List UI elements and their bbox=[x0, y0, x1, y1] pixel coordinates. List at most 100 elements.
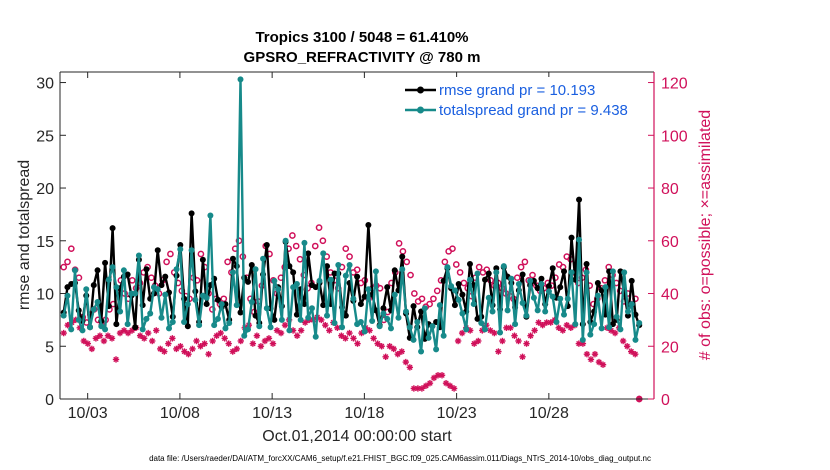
spread-point bbox=[410, 336, 417, 343]
rmse-point bbox=[399, 253, 406, 260]
possible-obs-point bbox=[67, 245, 75, 253]
rmse-point bbox=[624, 312, 631, 319]
rmse-point bbox=[534, 285, 541, 292]
spread-point bbox=[508, 275, 515, 282]
spread-point bbox=[286, 327, 293, 334]
spread-point bbox=[207, 212, 214, 219]
possible-obs-point bbox=[395, 240, 403, 247]
y-right-tick-label: 80 bbox=[661, 181, 679, 198]
spread-point bbox=[542, 308, 549, 315]
spread-point bbox=[606, 324, 613, 331]
assimilated-obs-point bbox=[185, 350, 192, 358]
rmse-point bbox=[109, 225, 116, 232]
spread-point bbox=[384, 315, 391, 322]
possible-obs-point bbox=[208, 305, 216, 313]
spread-point bbox=[237, 76, 244, 83]
rmse-point bbox=[158, 282, 165, 289]
rmse-point bbox=[466, 260, 473, 267]
assimilated-obs-point bbox=[346, 329, 353, 337]
rmse-point bbox=[557, 284, 564, 291]
y-right-tick-label: 20 bbox=[661, 339, 679, 356]
assimilated-obs-point bbox=[64, 321, 71, 329]
assimilated-obs-point bbox=[209, 337, 216, 345]
assimilated-obs-point bbox=[438, 372, 446, 379]
spread-point bbox=[181, 318, 188, 325]
spread-point bbox=[316, 277, 323, 284]
assimilated-obs-point bbox=[177, 343, 184, 350]
spread-point bbox=[90, 306, 97, 313]
spread-point bbox=[512, 321, 519, 328]
rmse-point bbox=[248, 262, 255, 269]
spread-point bbox=[312, 333, 319, 340]
assimilated-obs-point bbox=[454, 337, 462, 345]
assimilated-obs-point bbox=[446, 382, 454, 390]
possible-obs-point bbox=[441, 258, 449, 266]
assimilated-obs-point bbox=[197, 343, 204, 350]
spread-point bbox=[218, 301, 225, 308]
assimilated-obs-point bbox=[599, 361, 607, 368]
assimilated-obs-point bbox=[145, 329, 152, 337]
spread-point bbox=[117, 308, 124, 315]
assimilated-obs-point bbox=[426, 379, 434, 387]
spread-point bbox=[399, 266, 406, 273]
assimilated-obs-point bbox=[92, 335, 100, 342]
assimilated-obs-point bbox=[173, 345, 180, 353]
spread-point bbox=[94, 298, 101, 305]
legend-rmse-marker bbox=[417, 86, 424, 94]
rmse-point bbox=[561, 268, 568, 275]
spread-point bbox=[196, 322, 203, 329]
assimilated-obs-point bbox=[619, 337, 627, 345]
x-tick-label: 10/13 bbox=[252, 405, 292, 422]
spread-point bbox=[429, 323, 436, 330]
assimilated-obs-point bbox=[632, 350, 639, 358]
y-right-tick-label: 0 bbox=[661, 392, 670, 409]
assimilated-obs-point bbox=[269, 340, 277, 347]
spread-point bbox=[282, 237, 289, 244]
spread-point bbox=[561, 311, 568, 318]
assimilated-obs-point bbox=[112, 356, 120, 363]
possible-obs-point bbox=[64, 258, 71, 266]
assimilated-obs-point bbox=[366, 327, 373, 334]
spread-point bbox=[425, 334, 432, 341]
assimilated-obs-point bbox=[406, 364, 414, 371]
assimilated-obs-point bbox=[277, 329, 285, 337]
assimilated-obs-point bbox=[297, 327, 305, 334]
x-tick-label: 10/03 bbox=[68, 405, 108, 422]
spread-point bbox=[87, 324, 94, 331]
assimilated-obs-point bbox=[293, 332, 301, 339]
spread-point bbox=[229, 269, 236, 276]
assimilated-obs-point bbox=[229, 348, 236, 355]
rmse-point bbox=[568, 234, 575, 241]
possible-obs-point bbox=[452, 261, 460, 268]
spread-point bbox=[395, 314, 402, 321]
possible-obs-point bbox=[521, 258, 529, 266]
spread-point bbox=[166, 325, 173, 332]
spread-point bbox=[68, 326, 75, 333]
assimilated-obs-point bbox=[157, 345, 164, 353]
spread-point bbox=[135, 252, 142, 259]
assimilated-obs-point bbox=[535, 319, 542, 326]
spread-point bbox=[184, 301, 191, 308]
assimilated-obs-point bbox=[555, 324, 562, 331]
spread-point bbox=[324, 312, 331, 319]
assimilated-obs-point bbox=[370, 335, 377, 342]
spread-point bbox=[530, 294, 537, 301]
assimilated-obs-point bbox=[378, 343, 385, 350]
assimilated-obs-point bbox=[265, 335, 273, 342]
rmse-point bbox=[455, 281, 462, 288]
legend-spread-label: totalspread grand pr = 9.438 bbox=[439, 102, 628, 119]
rmse-point bbox=[271, 316, 278, 323]
possible-obs-point bbox=[311, 242, 319, 250]
y-right-tick-label: 40 bbox=[661, 287, 679, 304]
spread-point bbox=[305, 314, 312, 321]
spread-point bbox=[214, 315, 221, 322]
assimilated-obs-point bbox=[591, 350, 599, 358]
rmse-point bbox=[263, 241, 270, 248]
rmse-point bbox=[154, 247, 161, 254]
y-axis-left-label: rmse and totalspread bbox=[16, 160, 33, 310]
spread-point bbox=[448, 283, 455, 290]
assimilated-obs-point bbox=[281, 321, 289, 329]
assimilated-obs-point bbox=[80, 337, 88, 345]
spread-point bbox=[297, 316, 304, 323]
spread-point bbox=[519, 300, 526, 307]
